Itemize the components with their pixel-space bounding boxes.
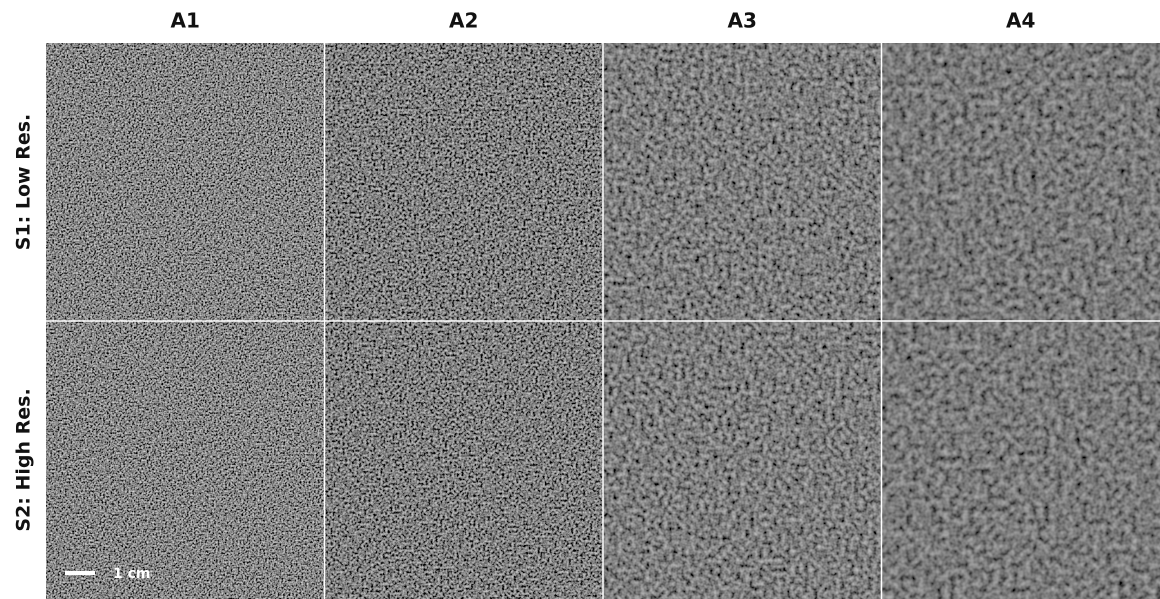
noise-panel — [603, 321, 882, 599]
column-header: A2 — [449, 9, 478, 33]
column-header: A4 — [1006, 9, 1035, 33]
row-label: S1: Low Res. — [13, 114, 35, 251]
noise-panel — [325, 321, 604, 599]
scale-bar-label: 1 cm — [113, 566, 151, 582]
column-header: A3 — [728, 9, 757, 33]
noise-panel — [882, 321, 1160, 599]
row-label: S2: High Res. — [13, 388, 35, 531]
noise-panel — [882, 43, 1160, 321]
figure: A1 A2 A3 A4 S1: Low Res. S2: High Res. 1 cm — [0, 0, 1160, 599]
panel-grid — [46, 43, 1160, 599]
noise-panel — [325, 43, 604, 321]
noise-panel — [46, 43, 325, 321]
column-header: A1 — [171, 9, 200, 33]
noise-panel — [46, 321, 325, 599]
noise-panel — [603, 43, 882, 321]
